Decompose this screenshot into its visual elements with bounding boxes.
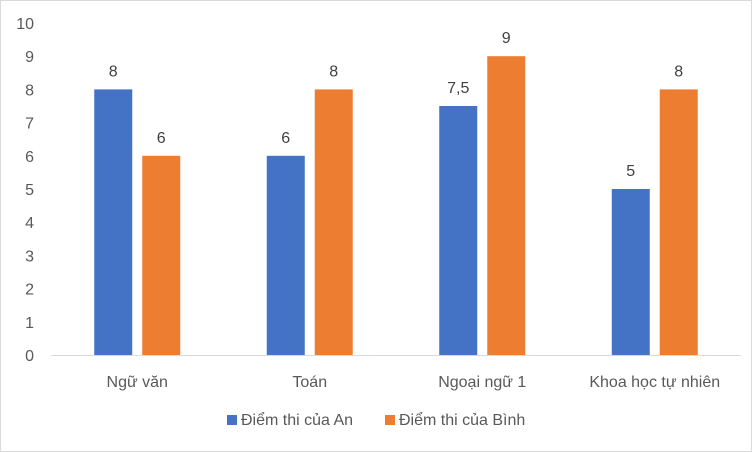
bar-binh — [142, 155, 181, 355]
y-tick-label: 5 — [25, 182, 34, 199]
y-tick-label: 4 — [25, 215, 34, 232]
data-label: 8 — [109, 63, 118, 80]
y-tick-label: 6 — [25, 149, 34, 166]
y-tick-label: 10 — [16, 16, 34, 33]
legend-swatch — [385, 415, 395, 425]
bar-binh — [487, 56, 526, 355]
data-label: 6 — [281, 130, 290, 147]
y-tick-label: 9 — [25, 49, 34, 66]
y-tick-label: 3 — [25, 248, 34, 265]
bar-binh — [659, 89, 698, 356]
bar-an — [439, 106, 478, 355]
bar-an — [266, 155, 305, 355]
data-label: 7,5 — [447, 80, 469, 97]
legend-label: Điểm thi của An — [241, 411, 353, 429]
bar-an — [611, 189, 650, 355]
data-label: 5 — [626, 163, 635, 180]
y-tick-label: 7 — [25, 116, 34, 133]
data-label: 8 — [329, 63, 338, 80]
data-label: 9 — [502, 30, 511, 47]
y-tick-label: 2 — [25, 282, 34, 299]
x-category-label: Ngữ văn — [107, 374, 168, 391]
y-tick-label: 0 — [25, 348, 34, 365]
x-category-label: Khoa học tự nhiên — [589, 374, 720, 391]
bar-binh — [314, 89, 353, 356]
y-tick-label: 1 — [25, 315, 34, 332]
x-category-label: Ngoại ngữ 1 — [438, 374, 526, 391]
data-label: 6 — [157, 130, 166, 147]
y-tick-label: 8 — [25, 82, 34, 99]
data-label: 8 — [674, 63, 683, 80]
bar-an — [94, 89, 133, 356]
x-category-label: Toán — [292, 374, 327, 391]
legend-label: Điểm thi của Bình — [399, 411, 525, 429]
legend-swatch — [227, 415, 237, 425]
